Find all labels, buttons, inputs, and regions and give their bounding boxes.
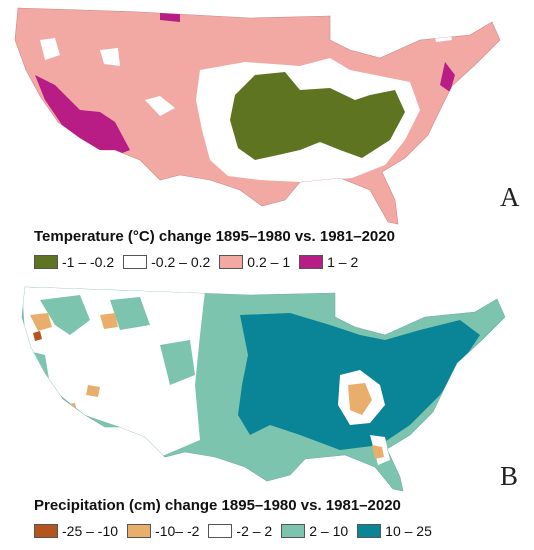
temperature-legend-title: Temperature (°C) change 1895–1980 vs. 19… bbox=[34, 228, 395, 245]
temperature-change-map bbox=[14, 7, 501, 225]
legend-label: 1 – 2 bbox=[327, 254, 359, 270]
precipitation-region-west-2-10 bbox=[25, 295, 195, 385]
temperature-region-1-2-northeast bbox=[440, 62, 455, 92]
legend-item: 10 – 25 bbox=[357, 523, 432, 539]
legend-label: 0.2 – 1 bbox=[247, 254, 291, 270]
legend-item: -1 – -0.2 bbox=[34, 254, 114, 270]
legend-swatch bbox=[219, 255, 244, 269]
legend-swatch bbox=[34, 255, 58, 269]
legend-swatch bbox=[281, 524, 306, 538]
legend-swatch bbox=[299, 255, 324, 269]
precipitation-legend-title: Precipitation (cm) change 1895–1980 vs. … bbox=[34, 497, 401, 514]
legend-item: 2 – 10 bbox=[281, 523, 348, 539]
temperature-map-panel: A Temperature (°C) change 1895–1980 vs. … bbox=[14, 7, 520, 270]
legend-swatch bbox=[123, 255, 148, 269]
legend-swatch bbox=[34, 524, 58, 538]
precipitation-region-southeast-drying bbox=[348, 383, 384, 459]
legend-swatch bbox=[127, 524, 152, 538]
precipitation-change-map bbox=[21, 286, 506, 492]
precipitation-region-west-drying bbox=[30, 313, 118, 417]
legend-label: -2 – 2 bbox=[236, 523, 273, 539]
legend-item: -25 – -10 bbox=[34, 523, 118, 539]
legend-label: -10– -2 bbox=[155, 523, 200, 539]
legend-item: 1 – 2 bbox=[299, 254, 358, 270]
precipitation-map-panel: B Precipitation (cm) change 1895–1980 vs… bbox=[0, 275, 534, 550]
temperature-region-1-2-southwest bbox=[35, 75, 130, 158]
legend-label: 10 – 25 bbox=[385, 523, 432, 539]
legend-swatch bbox=[208, 524, 233, 538]
legend-item: -0.2 – 0.2 bbox=[123, 254, 210, 270]
panel-label: B bbox=[500, 461, 519, 491]
legend-item: -10– -2 bbox=[127, 523, 199, 539]
legend-label: -0.2 – 0.2 bbox=[151, 254, 211, 270]
legend-label: -25 – -10 bbox=[62, 523, 119, 539]
legend-item: -2 – 2 bbox=[208, 523, 272, 539]
temperature-region-cooling bbox=[230, 72, 405, 160]
legend-label: -1 – -0.2 bbox=[62, 254, 115, 270]
precipitation-legend: -25 – -10 -10– -2 -2 – 2 2 – 10 10 – 25 bbox=[34, 523, 441, 539]
temperature-region-1-2-north bbox=[160, 12, 180, 22]
temperature-legend: -1 – -0.2 -0.2 – 0.2 0.2 – 1 1 – 2 bbox=[34, 254, 367, 270]
legend-swatch bbox=[357, 524, 382, 538]
panel-label: A bbox=[500, 182, 520, 212]
legend-label: 2 – 10 bbox=[309, 523, 349, 539]
legend-item: 0.2 – 1 bbox=[219, 254, 290, 270]
